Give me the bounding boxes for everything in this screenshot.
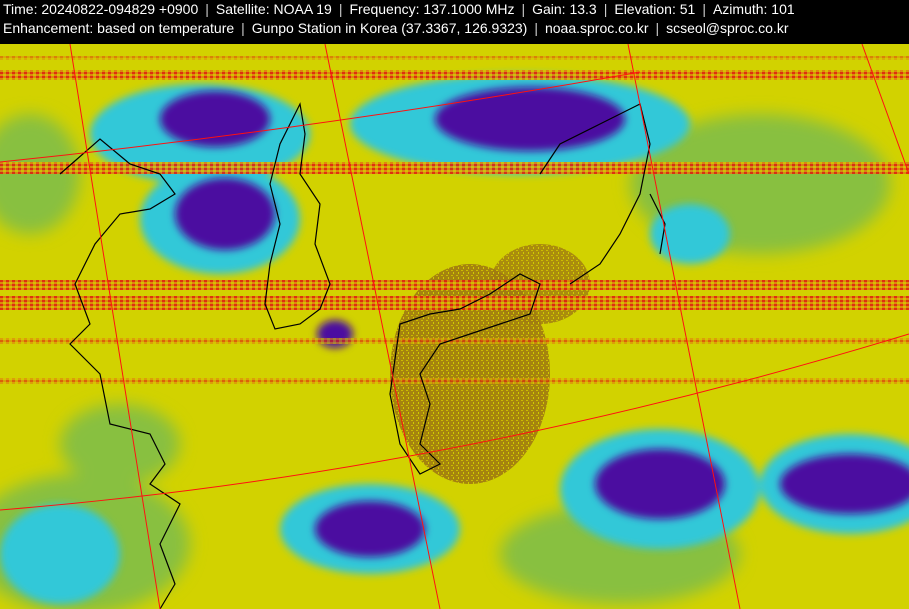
email-text: scseol@sproc.co.kr	[666, 20, 789, 36]
separator: |	[655, 20, 660, 36]
separator: |	[521, 1, 526, 17]
separator: |	[603, 1, 608, 17]
gain-text: Gain: 13.3	[532, 1, 597, 17]
coastlines	[59, 102, 666, 609]
azimuth-text: Azimuth: 101	[712, 1, 795, 17]
separator: |	[241, 20, 245, 36]
header-line-2: Enhancement: based on temperature | Gunpo …	[3, 19, 909, 38]
separator: |	[338, 1, 343, 17]
enhancement-text: Enhancement: based on temperature	[3, 20, 235, 36]
time-text: Time: 20240822-094829 +0900	[3, 1, 199, 17]
elevation-text: Elevation: 51	[614, 1, 696, 17]
info-header: Time: 20240822-094829 +0900 | Satellite: N…	[0, 0, 909, 44]
frequency-text: Frequency: 137.1000 MHz	[349, 1, 515, 17]
separator: |	[534, 20, 538, 36]
noise-stripes	[0, 56, 909, 384]
separator: |	[702, 1, 706, 17]
satellite-text: Satellite: NOAA 19	[215, 1, 332, 17]
header-line-1: Time: 20240822-094829 +0900 | Satellite: N…	[3, 0, 909, 19]
satellite-image	[0, 44, 909, 609]
website-text: noaa.sproc.co.kr	[544, 20, 649, 36]
graticule	[0, 44, 909, 609]
station-text: Gunpo Station in Korea (37.3367, 126.932…	[251, 20, 528, 36]
cold-cloud-regions	[160, 87, 909, 557]
separator: |	[205, 1, 209, 17]
